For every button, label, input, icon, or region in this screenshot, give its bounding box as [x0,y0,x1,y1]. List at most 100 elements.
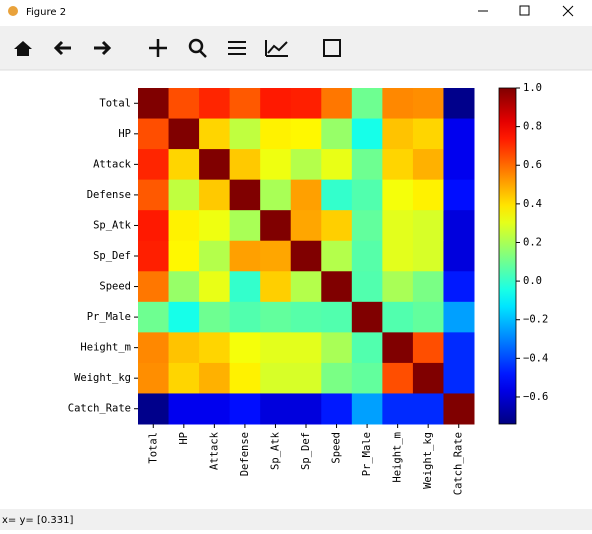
heatmap-cell [168,88,200,120]
heatmap-cell [382,149,414,181]
home-button[interactable] [14,41,32,56]
heatmap-cell [199,271,231,303]
heatmap-cell [260,301,292,333]
y-tick-label: Catch_Rate [68,403,131,415]
heatmap-cell [443,118,475,150]
y-tick-label: Sp_Atk [93,219,132,231]
title-bar: Figure 2 [8,5,574,18]
status-bar [0,509,592,530]
colorbar [498,87,517,425]
heatmap-cell [138,179,170,211]
heatmap-cell [351,210,383,242]
heatmap-cell [382,362,414,394]
maximize-button[interactable] [519,5,530,16]
colorbar-tick-label: 0.6 [523,159,542,171]
heatmap-cell [260,88,292,120]
heatmap-cell [443,179,475,211]
heatmap-cell [351,179,383,211]
x-tick-label: Pr_Male [361,432,373,476]
heatmap-cell [351,240,383,272]
heatmap-cell [199,179,231,211]
heatmap-cell [412,271,444,303]
heatmap-cell [290,240,322,272]
heatmap-cell [412,332,444,364]
heatmap-cell [229,393,261,425]
heatmap-cell [290,362,322,394]
heatmap-cell [260,149,292,181]
heatmap-cell [138,240,170,272]
close-button[interactable] [562,5,574,17]
heatmap-cell [138,88,170,120]
colorbar-tick-label: 0.0 [523,275,542,287]
heatmap-cell [321,88,353,120]
heatmap-cell [260,210,292,242]
heatmap-cell [290,393,322,425]
heatmap-cell [351,301,383,333]
zoom-button[interactable] [188,38,207,58]
heatmap-cell [321,210,353,242]
y-tick-label: Speed [99,281,131,293]
heatmap-cell [199,240,231,272]
configure-button[interactable] [228,41,246,55]
heatmap-cell [382,393,414,425]
x-tick-label: Catch_Rate [453,432,465,495]
colorbar-tick-label: −0.4 [523,352,548,364]
heatmap-cell [229,332,261,364]
y-tick-label: HP [118,128,131,140]
heatmap-cell [443,271,475,303]
heatmap-cell [168,393,200,425]
colorbar-tick-label: 0.2 [523,236,542,248]
x-tick-label: Sp_Def [300,432,312,470]
colorbar-tick-label: −0.6 [523,391,548,403]
heatmap-cell [443,301,475,333]
heatmap-cell [290,271,322,303]
heatmap-cell [290,332,322,364]
heatmap-cell [382,88,414,120]
forward-button[interactable] [94,40,112,56]
heatmap-cell [321,240,353,272]
heatmap-cell [412,240,444,272]
heatmap-cell [138,393,170,425]
heatmap-cell [199,210,231,242]
heatmap-cell [260,271,292,303]
heatmap-cell [321,118,353,150]
heatmap-cell [351,332,383,364]
heatmap-cell [412,88,444,120]
heatmap-cell [168,271,200,303]
heatmap-cell [168,362,200,394]
pan-button[interactable] [149,39,167,57]
heatmap-cell [321,332,353,364]
heatmap-cell [290,210,322,242]
heatmap-cell [321,149,353,181]
heatmap-cell [382,332,414,364]
heatmap-cell [443,240,475,272]
back-button[interactable] [53,40,71,56]
x-tick-label: HP [178,432,190,445]
heatmap-cell [412,210,444,242]
axes-button[interactable] [265,40,288,57]
y-tick-label: Attack [93,158,132,170]
heatmap-cell [138,210,170,242]
heatmap-cell [260,362,292,394]
heatmap-cell [351,149,383,181]
heatmap-cell [260,240,292,272]
y-tick-label: Pr_Male [87,311,131,323]
heatmap-cell [229,362,261,394]
heatmap-cell [229,210,261,242]
heatmap-cell [168,179,200,211]
save-button[interactable] [323,39,341,57]
heatmap-cell [351,271,383,303]
colorbar-tick-label: 0.4 [523,198,542,210]
colorbar-tick-label: 1.0 [523,82,542,94]
heatmap-cell [443,362,475,394]
window-title: Figure 2 [26,7,66,18]
heatmap-cell [321,271,353,303]
heatmap-cell [382,210,414,242]
heatmap-cell [290,88,322,120]
heatmap-cell [443,149,475,181]
heatmap-cell [290,179,322,211]
heatmap-cell [229,88,261,120]
heatmap-cell [443,332,475,364]
